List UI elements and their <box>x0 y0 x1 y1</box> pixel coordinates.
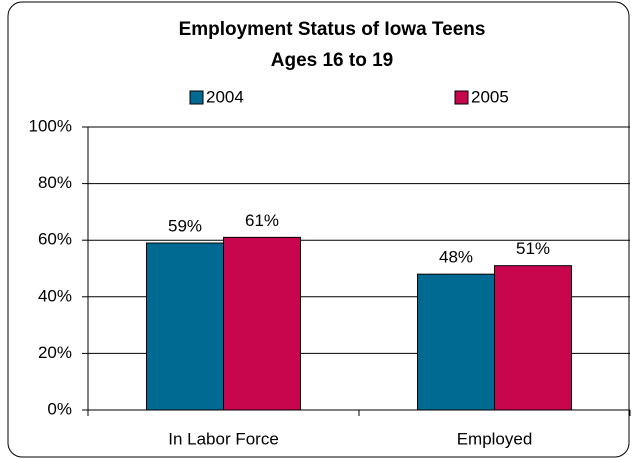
chart-title: Employment Status of Iowa Teens <box>179 19 486 40</box>
legend-swatch <box>454 90 469 105</box>
bar <box>494 265 572 411</box>
value-label: 48% <box>439 248 473 267</box>
y-tick-label: 100% <box>29 116 72 135</box>
legend-label: 2005 <box>471 87 509 106</box>
chart-subtitle: Ages 16 to 19 <box>271 50 394 71</box>
bar <box>146 242 224 411</box>
y-tick-label: 60% <box>38 230 72 249</box>
value-label: 51% <box>516 239 550 258</box>
value-label: 59% <box>168 217 202 236</box>
y-tick-label: 80% <box>38 173 72 192</box>
legend-swatch <box>189 90 204 105</box>
x-tick-label: In Labor Force <box>168 429 279 448</box>
bar <box>223 236 301 411</box>
value-label: 61% <box>245 211 279 230</box>
y-tick-label: 0% <box>47 399 72 418</box>
x-tick-label: Employed <box>457 429 533 448</box>
y-tick-label: 20% <box>38 343 72 362</box>
y-tick-label: 40% <box>38 286 72 305</box>
bar <box>417 273 495 411</box>
legend-label: 2004 <box>206 87 244 106</box>
